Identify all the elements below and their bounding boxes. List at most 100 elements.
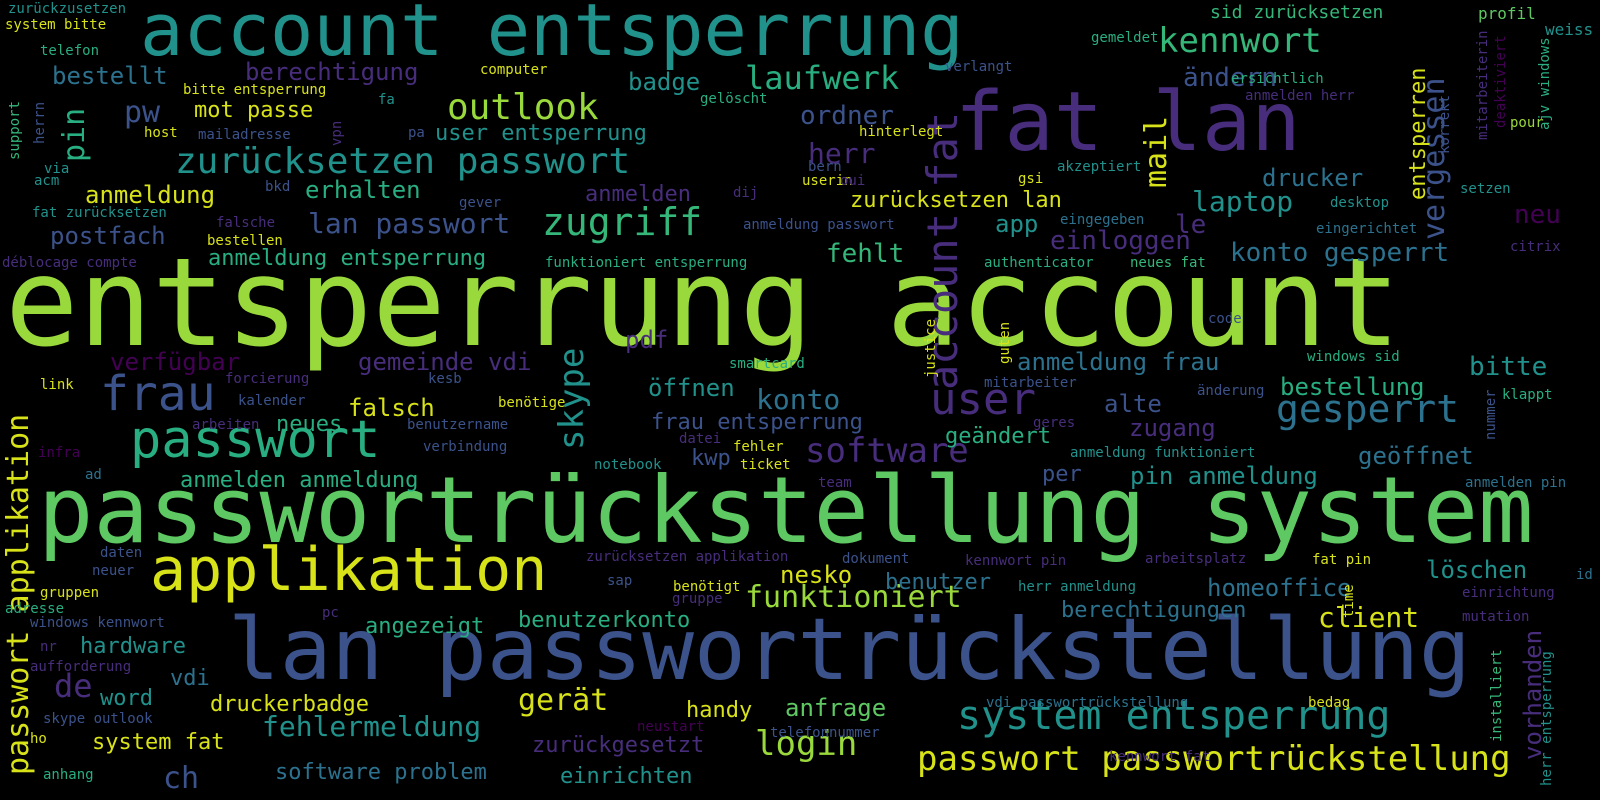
word: mitarbeiterin: [1475, 30, 1491, 140]
word: outlook: [447, 87, 599, 128]
word: benutzerkonto: [518, 608, 691, 633]
word: login: [755, 724, 858, 764]
word: akzeptiert: [1057, 159, 1142, 175]
word: adresse: [5, 601, 65, 617]
word: link: [40, 377, 74, 393]
word: benutzername: [407, 417, 509, 433]
word: nesko: [780, 561, 853, 589]
word: pin anmeldung: [1130, 462, 1318, 490]
word: passwort: [130, 410, 381, 470]
word: lan passwortrückstellung: [228, 600, 1471, 700]
word: berechtigung: [245, 58, 419, 86]
word: account entsperrung: [140, 0, 964, 72]
word: anfrage: [785, 694, 887, 722]
word: arbeiten: [192, 417, 260, 433]
word: einloggen: [1050, 226, 1191, 256]
word: hardware: [80, 634, 186, 659]
word: alte: [1104, 390, 1162, 418]
word: infra: [38, 445, 81, 461]
word: passwort applikation: [1, 413, 36, 775]
word: team: [818, 475, 852, 491]
word: ch: [163, 761, 200, 796]
word: zurücksetzen applikation: [586, 549, 789, 565]
word: user entsperrung: [435, 121, 647, 146]
word: windows sid: [1307, 349, 1400, 365]
word: system entsperrung: [957, 693, 1391, 739]
word: mot passe: [194, 98, 314, 123]
word: entsperren: [1406, 67, 1431, 200]
word: änderung: [1197, 383, 1265, 399]
word: passwort passwortrückstellung: [917, 739, 1511, 779]
word: profil: [1478, 4, 1536, 23]
word: system fat: [92, 730, 225, 755]
word: arbeitsplatz: [1145, 551, 1247, 567]
word: userin: [802, 173, 853, 189]
word: ändern: [1183, 63, 1277, 93]
word: fat pin: [1312, 552, 1372, 568]
word: funktioniert entsperrung: [545, 255, 748, 271]
word: eingegeben: [1060, 212, 1145, 228]
word: software problem: [275, 760, 487, 785]
word: frau: [100, 366, 216, 422]
word: de: [54, 667, 93, 705]
word: gruppe: [672, 591, 723, 607]
word: neustart: [637, 719, 705, 735]
word: bitte: [1469, 352, 1548, 382]
word: fat zurücksetzen: [32, 205, 167, 221]
word: löschen: [1426, 556, 1528, 584]
word: ticket: [740, 457, 791, 473]
word: support: [7, 100, 23, 160]
word: geres: [1033, 415, 1076, 431]
word: ad: [85, 467, 102, 483]
word: ajv windows: [1537, 37, 1553, 130]
word: acm: [34, 173, 60, 189]
word: zurückzusetzen: [8, 1, 127, 17]
word: zugang: [1129, 414, 1216, 442]
word: kennwort fat: [1109, 749, 1211, 765]
word: gruppen: [40, 585, 100, 601]
word: software: [805, 431, 969, 471]
word: pdf: [625, 326, 669, 354]
word: zurücksetzen passwort: [175, 141, 631, 182]
word: passwortrückstellung system: [38, 457, 1534, 564]
word: druckerbadge: [210, 692, 369, 717]
word: dij: [733, 185, 759, 201]
word: setzen: [1460, 181, 1511, 197]
word: pw: [124, 95, 161, 130]
word: anmeldung funktioniert: [1070, 445, 1256, 461]
word: telefonnummer: [770, 725, 880, 741]
word: via: [44, 161, 70, 177]
word: funktioniert: [745, 580, 962, 615]
word: sap: [607, 573, 633, 589]
word: drucker: [1262, 164, 1364, 192]
word: mitarbeiter: [984, 375, 1077, 391]
word: gever: [459, 195, 502, 211]
word: windows kennwort: [30, 615, 165, 631]
word: falsche: [216, 215, 276, 231]
word: falsch: [348, 394, 435, 422]
word: herr: [808, 137, 876, 170]
word: laufwerk: [745, 59, 900, 97]
word: handy: [686, 698, 753, 723]
word: daten: [100, 545, 143, 561]
word: vdi passwortrückstellung: [986, 695, 1189, 711]
word: bkd: [265, 179, 291, 195]
word: mailadresse: [198, 127, 291, 143]
word: desktop: [1330, 195, 1390, 211]
word: anmeldung passwort: [743, 217, 895, 233]
word: user: [930, 374, 1036, 425]
word: word: [100, 686, 153, 711]
word: nummer: [1483, 389, 1499, 440]
word: gesperrt: [1276, 387, 1460, 431]
word: forcierung: [225, 371, 310, 387]
word: gsi: [1018, 171, 1044, 187]
word: fehlt: [826, 239, 905, 269]
word: bedag: [1308, 695, 1351, 711]
word: korrekt: [1437, 94, 1453, 154]
word: anmelden anmeldung: [180, 468, 419, 493]
word: déblocage compte: [2, 255, 137, 271]
word: installiert: [1489, 649, 1505, 742]
word: neues fat: [1130, 255, 1206, 271]
word: authenticator: [984, 255, 1094, 271]
word: verfügbar: [110, 348, 241, 376]
